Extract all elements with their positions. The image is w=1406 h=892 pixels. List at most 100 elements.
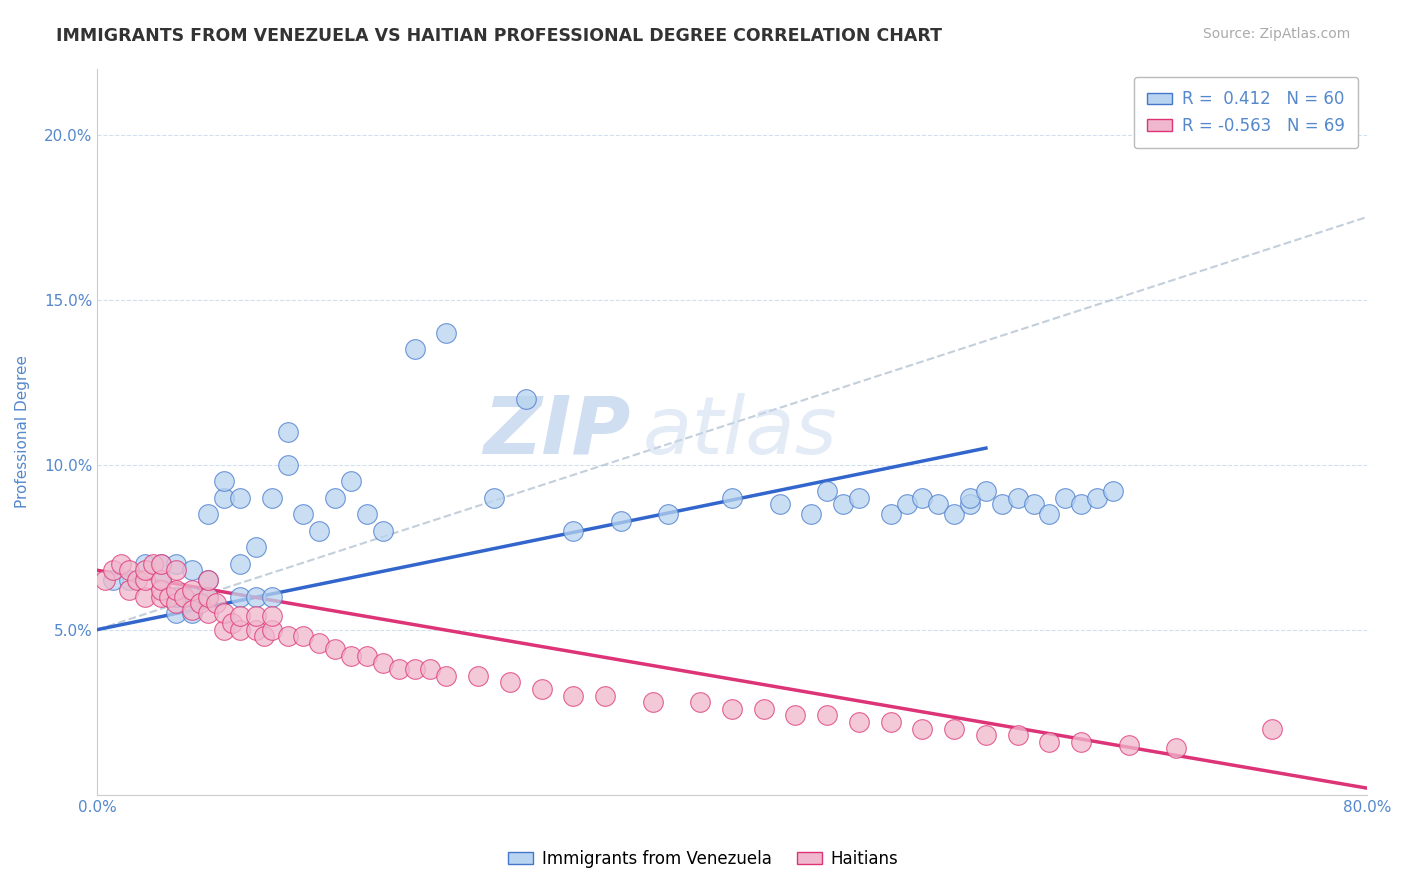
Point [149, 590, 172, 604]
Point [896, 497, 918, 511]
Point [166, 606, 188, 620]
Point [593, 689, 616, 703]
Point [959, 491, 981, 505]
Point [434, 669, 457, 683]
Point [173, 590, 195, 604]
Point [562, 689, 585, 703]
Point [911, 491, 934, 505]
Point [118, 563, 141, 577]
Point [181, 603, 204, 617]
Point [212, 474, 235, 488]
Point [499, 675, 522, 690]
Point [371, 524, 394, 538]
Point [101, 573, 124, 587]
Point [260, 623, 283, 637]
Text: Source: ZipAtlas.com: Source: ZipAtlas.com [1202, 27, 1350, 41]
Point [1085, 491, 1108, 505]
Point [245, 590, 267, 604]
Point [959, 497, 981, 511]
Point [197, 573, 219, 587]
Point [253, 629, 276, 643]
Point [1038, 507, 1060, 521]
Point [848, 715, 870, 730]
Point [974, 728, 997, 742]
Y-axis label: Professional Degree: Professional Degree [15, 355, 30, 508]
Point [188, 596, 211, 610]
Point [157, 590, 180, 604]
Point [197, 590, 219, 604]
Point [848, 491, 870, 505]
Point [1166, 741, 1188, 756]
Point [181, 563, 204, 577]
Point [530, 682, 553, 697]
Point [260, 609, 283, 624]
Point [110, 557, 132, 571]
Point [991, 497, 1014, 511]
Point [1102, 483, 1125, 498]
Point [277, 458, 299, 472]
Point [134, 573, 156, 587]
Point [371, 656, 394, 670]
Point [212, 606, 235, 620]
Point [323, 491, 346, 505]
Point [245, 540, 267, 554]
Point [1054, 491, 1077, 505]
Point [721, 702, 744, 716]
Point [340, 474, 363, 488]
Point [101, 563, 124, 577]
Point [229, 590, 252, 604]
Point [657, 507, 679, 521]
Point [721, 491, 744, 505]
Point [245, 609, 267, 624]
Point [149, 557, 172, 571]
Legend: R =  0.412   N = 60, R = -0.563   N = 69: R = 0.412 N = 60, R = -0.563 N = 69 [1133, 77, 1358, 148]
Point [404, 342, 426, 356]
Point [752, 702, 775, 716]
Point [292, 629, 315, 643]
Point [356, 507, 378, 521]
Point [1070, 735, 1092, 749]
Point [229, 491, 252, 505]
Point [166, 563, 188, 577]
Text: atlas: atlas [643, 392, 838, 471]
Point [197, 590, 219, 604]
Point [308, 636, 330, 650]
Point [911, 722, 934, 736]
Point [1007, 491, 1029, 505]
Point [229, 557, 252, 571]
Point [134, 563, 156, 577]
Point [768, 497, 790, 511]
Point [356, 648, 378, 663]
Point [166, 590, 188, 604]
Point [245, 623, 267, 637]
Point [388, 662, 411, 676]
Point [221, 615, 243, 630]
Point [879, 715, 901, 730]
Point [927, 497, 949, 511]
Point [142, 557, 165, 571]
Point [943, 722, 966, 736]
Point [323, 642, 346, 657]
Point [181, 590, 204, 604]
Text: ZIP: ZIP [484, 392, 630, 471]
Point [181, 582, 204, 597]
Point [404, 662, 426, 676]
Point [125, 573, 148, 587]
Legend: Immigrants from Venezuela, Haitians: Immigrants from Venezuela, Haitians [502, 844, 904, 875]
Point [434, 326, 457, 340]
Point [229, 609, 252, 624]
Point [943, 507, 966, 521]
Point [419, 662, 441, 676]
Point [134, 590, 156, 604]
Point [197, 507, 219, 521]
Point [212, 491, 235, 505]
Point [974, 483, 997, 498]
Point [1007, 728, 1029, 742]
Point [1260, 722, 1282, 736]
Point [1070, 497, 1092, 511]
Point [800, 507, 823, 521]
Point [1118, 738, 1140, 752]
Point [149, 573, 172, 587]
Text: IMMIGRANTS FROM VENEZUELA VS HAITIAN PROFESSIONAL DEGREE CORRELATION CHART: IMMIGRANTS FROM VENEZUELA VS HAITIAN PRO… [56, 27, 942, 45]
Point [260, 590, 283, 604]
